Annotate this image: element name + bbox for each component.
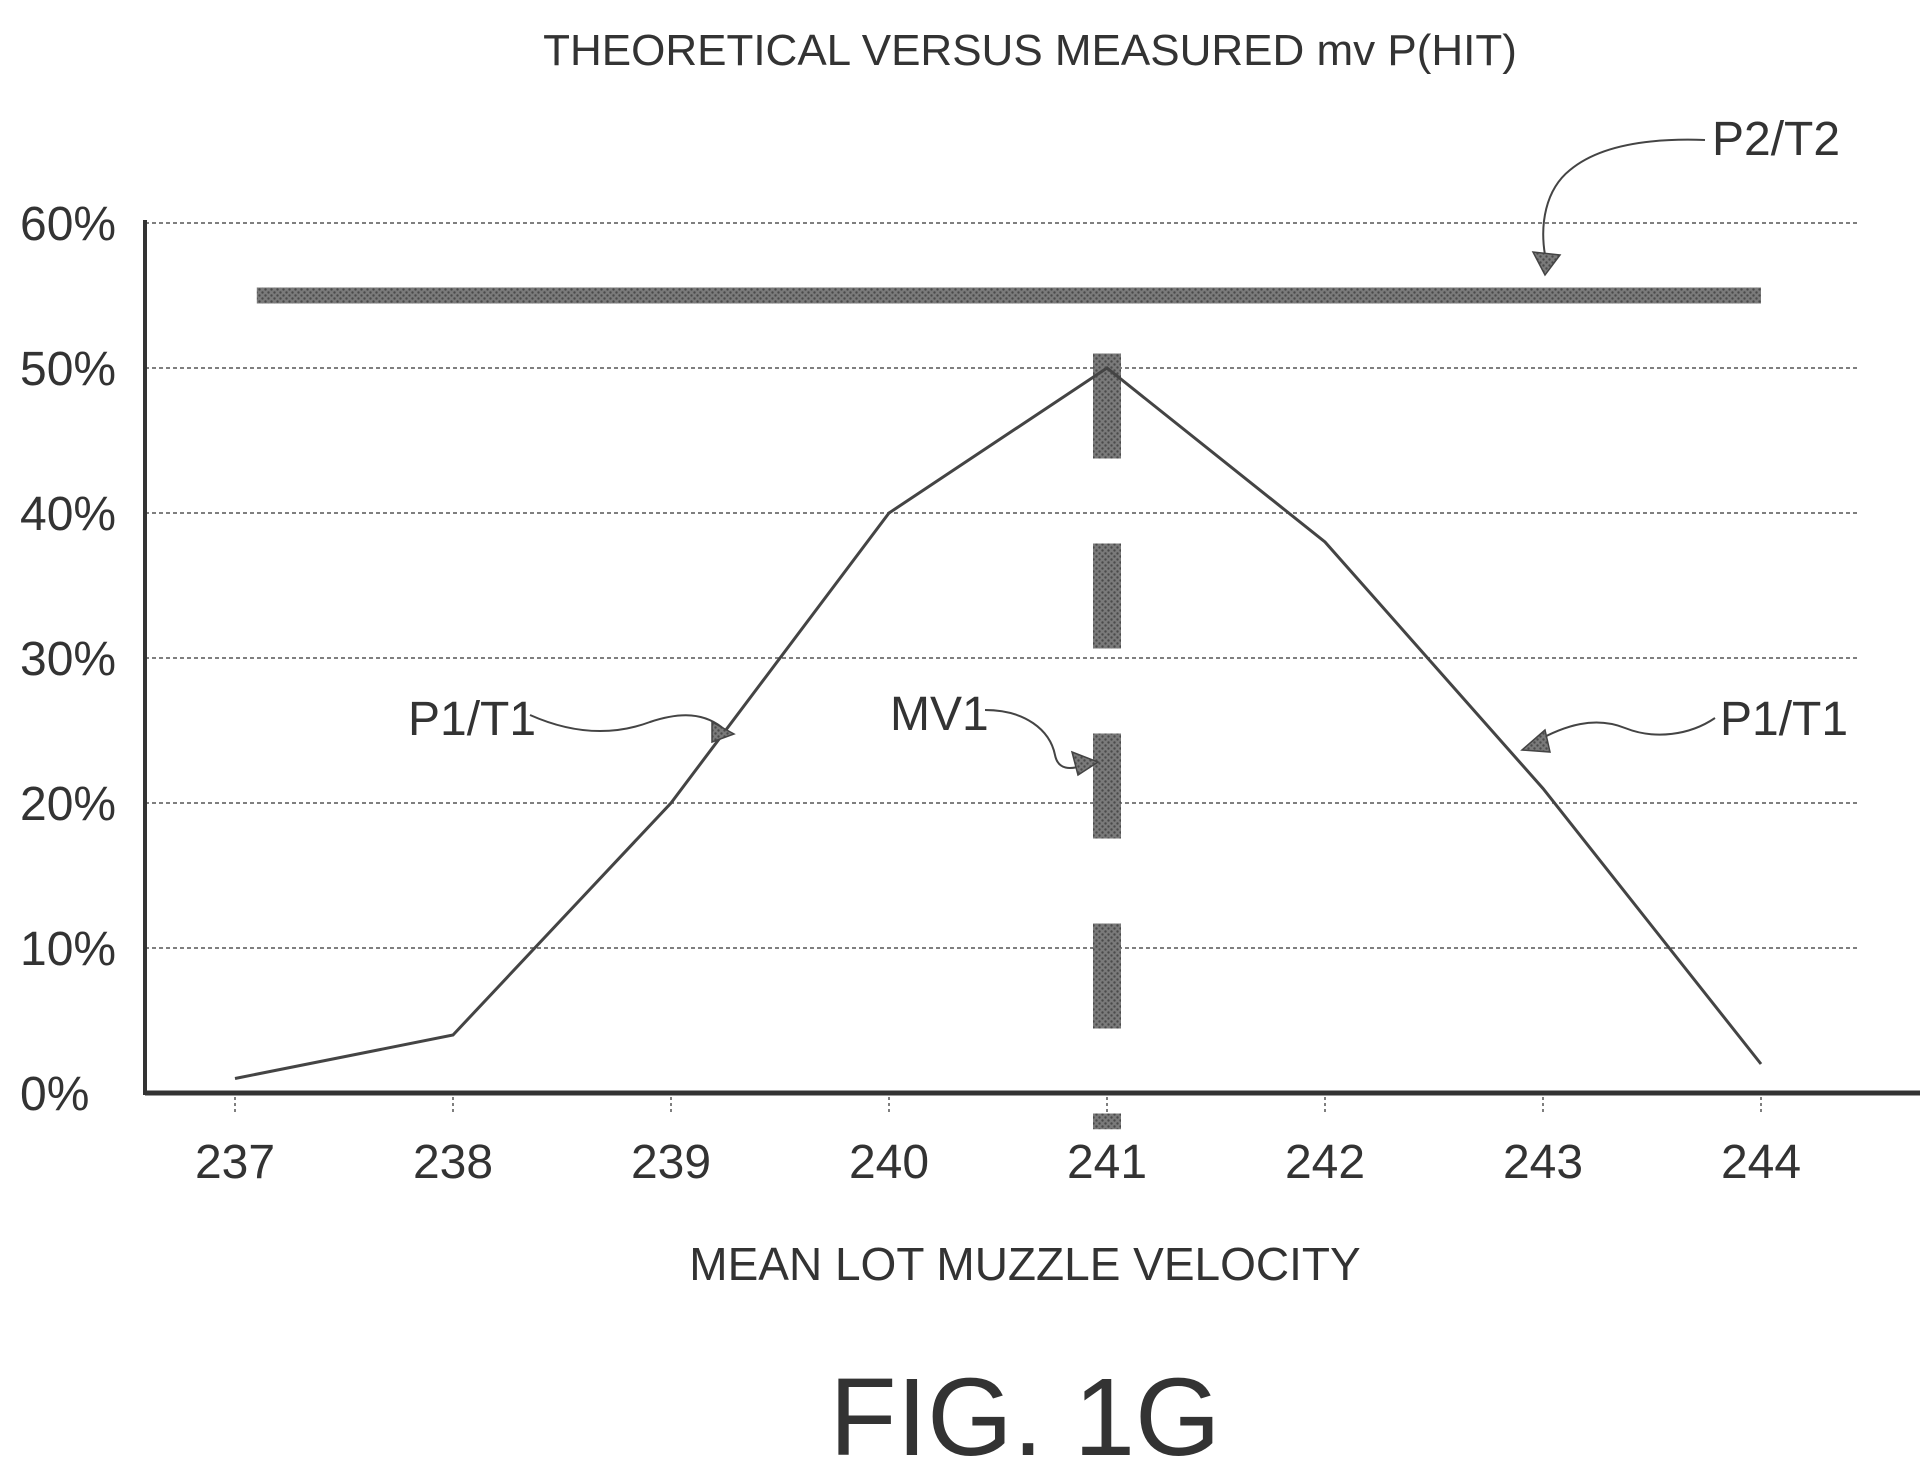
x-tick-label: 240 (849, 1136, 929, 1189)
y-tick-label: 20% (20, 778, 116, 831)
x-tick-label: 243 (1503, 1136, 1583, 1189)
x-tick-label: 238 (413, 1136, 493, 1189)
series-mv1-segment (1093, 353, 1121, 459)
callout-mv1: MV1 (890, 688, 1100, 777)
series-mv1-segment (1093, 543, 1121, 649)
x-axis-label: MEAN LOT MUZZLE VELOCITY (689, 1238, 1360, 1290)
series-layer (234, 287, 1763, 1130)
callout-p1t1-left: P1/T1 (408, 693, 736, 746)
x-tick-label: 242 (1285, 1136, 1365, 1189)
series-p2t2-band (256, 287, 1761, 304)
callout-label: P1/T1 (408, 693, 536, 746)
series-mv1-segment (1093, 733, 1121, 839)
figure-caption: FIG. 1G (829, 1356, 1220, 1470)
series-mv1-segment (1093, 1113, 1121, 1130)
y-axis-ticks: 0% 10% 20% 30% 40% 50% 60% (20, 198, 116, 1121)
x-tick-label: 241 (1067, 1136, 1147, 1189)
series-p1t1-line (234, 366, 1763, 1080)
gridlines (145, 222, 1858, 949)
callout-label: P1/T1 (1720, 693, 1848, 746)
y-tick-label: 60% (20, 198, 116, 251)
x-tick-label: 244 (1721, 1136, 1801, 1189)
callout-p2t2: P2/T2 (1531, 113, 1840, 277)
y-tick-label: 0% (20, 1068, 89, 1121)
callout-p1t1-right: P1/T1 (1520, 693, 1848, 753)
callout-label: MV1 (890, 688, 989, 741)
chart-title: THEORETICAL VERSUS MEASURED mv P(HIT) (543, 26, 1517, 75)
y-tick-label: 40% (20, 488, 116, 541)
y-tick-label: 30% (20, 633, 116, 686)
y-tick-label: 10% (20, 923, 116, 976)
y-tick-label: 50% (20, 343, 116, 396)
x-tick-label: 237 (195, 1136, 275, 1189)
callout-label: P2/T2 (1712, 113, 1840, 166)
x-tick-label: 239 (631, 1136, 711, 1189)
series-mv1-segment (1093, 923, 1121, 1029)
x-axis-ticks: 237 238 239 240 241 242 243 244 (195, 1097, 1801, 1189)
